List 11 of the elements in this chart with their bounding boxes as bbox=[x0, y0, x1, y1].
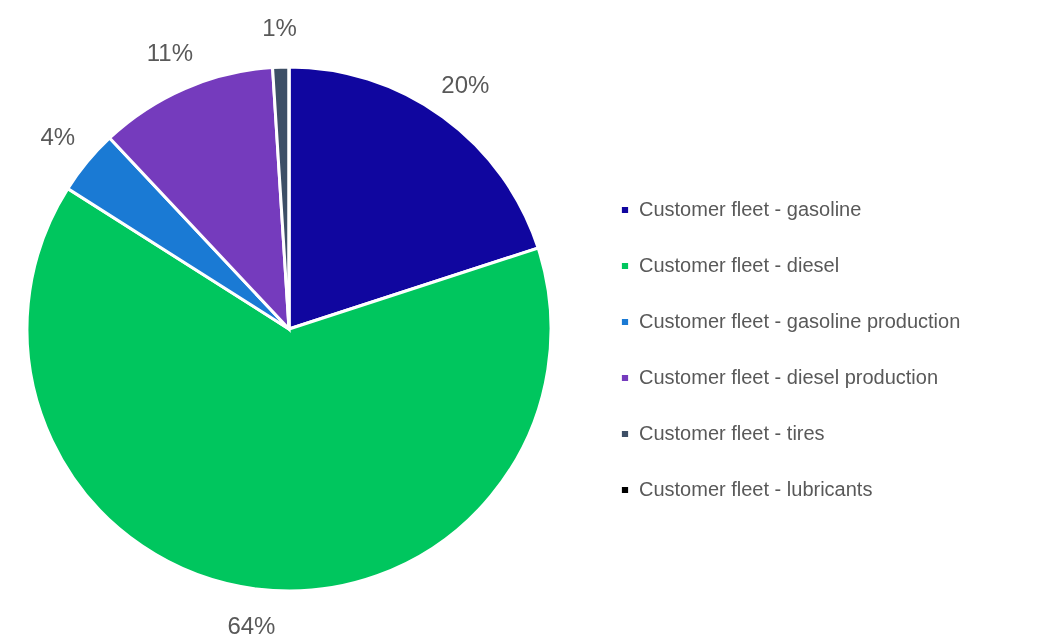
legend-label: Customer fleet - gasoline production bbox=[639, 310, 961, 332]
legend-label: Customer fleet - lubricants bbox=[639, 478, 873, 500]
data-label: 20% bbox=[441, 71, 490, 99]
data-label: 11% bbox=[146, 38, 193, 66]
legend-label: Customer fleet - tires bbox=[639, 422, 825, 444]
data-label: 4% bbox=[40, 122, 76, 150]
legend-label: Customer fleet - diesel bbox=[639, 254, 840, 276]
legend-label: Customer fleet - gasoline bbox=[639, 198, 862, 220]
data-label: 64% bbox=[227, 611, 276, 636]
data-label: 1% bbox=[262, 14, 297, 42]
legend-label: Customer fleet - diesel production bbox=[639, 366, 939, 388]
